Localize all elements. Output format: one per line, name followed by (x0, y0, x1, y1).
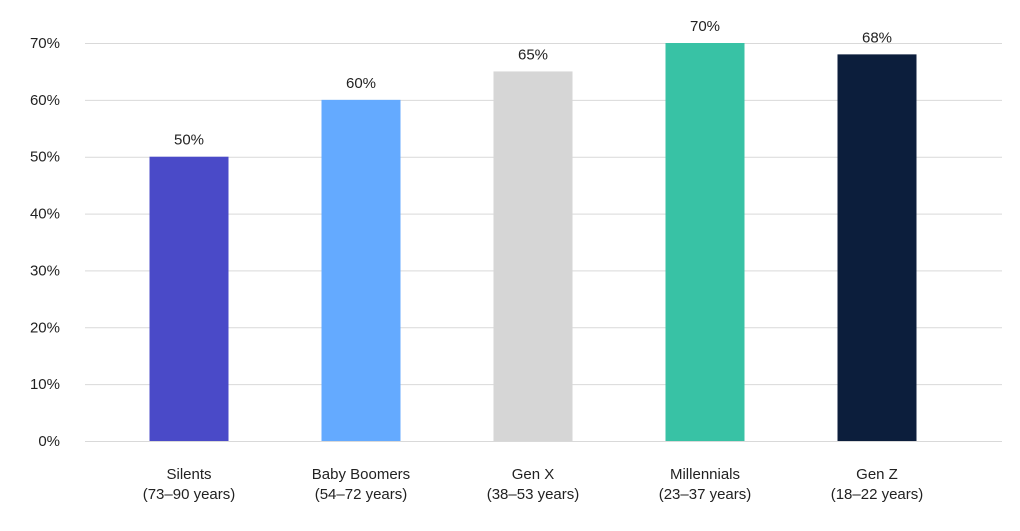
category-label: Baby Boomers (312, 466, 410, 483)
y-tick-label: 70% (30, 35, 60, 52)
bar-value-label: 68% (862, 29, 892, 46)
category-range-label: (18–22 years) (831, 486, 924, 503)
y-tick-label: 60% (30, 92, 60, 109)
bar-value-label: 60% (346, 75, 376, 92)
category-range-label: (54–72 years) (315, 486, 408, 503)
bars (149, 43, 917, 441)
data-labels: 50% 60% 65% 70% 68% (174, 18, 892, 149)
x-axis-categories: Silents (73–90 years) Baby Boomers (54–72 y… (143, 466, 924, 503)
bar (321, 99, 401, 441)
bar-value-label: 65% (518, 46, 548, 63)
y-tick-label: 40% (30, 206, 60, 223)
bar (149, 156, 229, 441)
bar (837, 54, 917, 441)
bar-value-label: 50% (174, 132, 204, 149)
y-tick-label: 50% (30, 149, 60, 166)
category-label: Silents (166, 466, 211, 483)
y-tick-label: 0% (38, 433, 60, 450)
bar-value-label: 70% (690, 18, 720, 35)
category-label: Millennials (670, 466, 740, 483)
y-tick-label: 10% (30, 376, 60, 393)
category-label: Gen X (512, 466, 555, 483)
category-label: Gen Z (856, 466, 898, 483)
y-tick-label: 30% (30, 262, 60, 279)
category-range-label: (23–37 years) (659, 486, 752, 503)
y-axis-ticks: 0% 10% 20% 30% 40% 50% 60% 70% (30, 35, 60, 450)
category-range-label: (38–53 years) (487, 486, 580, 503)
category-range-label: (73–90 years) (143, 486, 236, 503)
y-tick-label: 20% (30, 319, 60, 336)
bar (493, 71, 573, 441)
bar (665, 43, 745, 441)
